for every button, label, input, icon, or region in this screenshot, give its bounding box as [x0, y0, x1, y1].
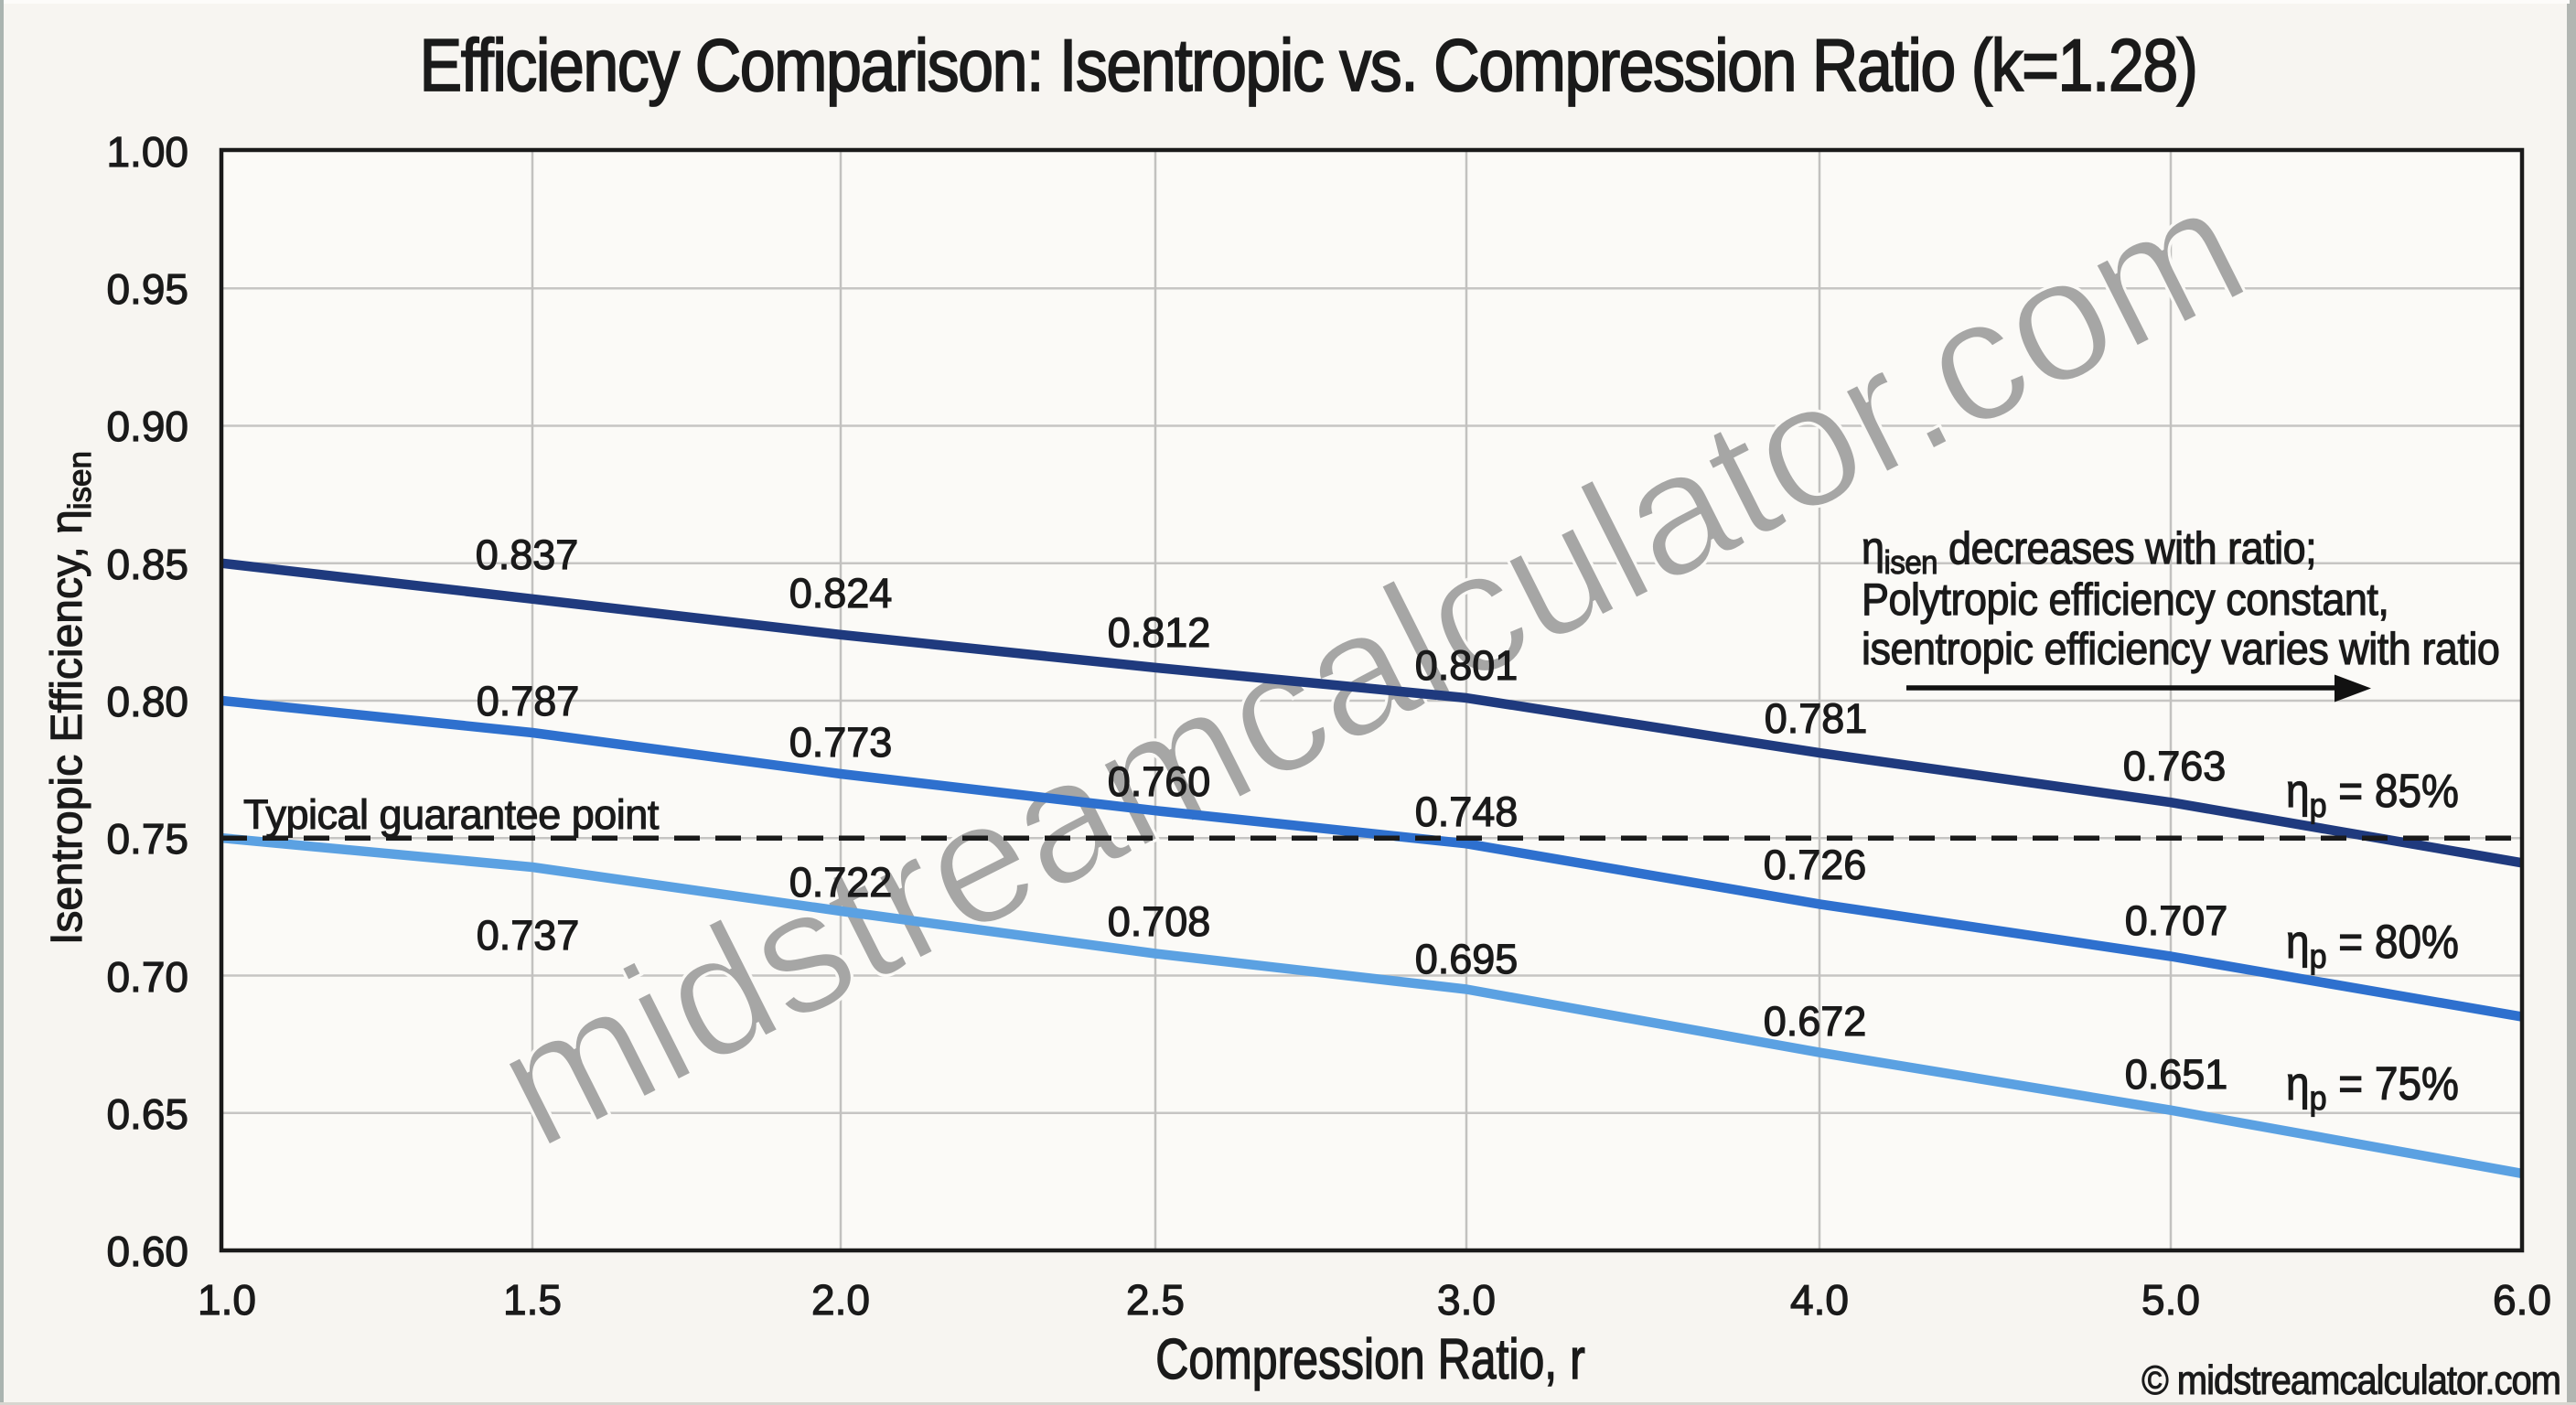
svg-text:1.00: 1.00 — [106, 128, 188, 176]
svg-text:3.0: 3.0 — [1437, 1276, 1496, 1324]
svg-text:ηisen decreases with ratio;: ηisen decreases with ratio; — [1862, 523, 2316, 581]
svg-text:1.5: 1.5 — [503, 1276, 562, 1324]
svg-text:0.837: 0.837 — [476, 531, 579, 578]
svg-text:4.0: 4.0 — [1790, 1276, 1849, 1324]
svg-text:Typical guarantee point: Typical guarantee point — [243, 791, 660, 838]
svg-text:6.0: 6.0 — [2493, 1276, 2551, 1324]
svg-text:0.80: 0.80 — [106, 678, 188, 725]
svg-text:0.90: 0.90 — [106, 402, 188, 450]
svg-text:0.763: 0.763 — [2123, 743, 2227, 789]
svg-text:0.65: 0.65 — [106, 1090, 188, 1138]
svg-text:0.707: 0.707 — [2125, 897, 2228, 944]
svg-text:0.85: 0.85 — [106, 541, 188, 588]
svg-text:0.708: 0.708 — [1108, 898, 1211, 945]
svg-text:0.672: 0.672 — [1764, 998, 1867, 1045]
svg-text:Efficiency Comparison: Isentro: Efficiency Comparison: Isentropic vs. Co… — [420, 24, 2197, 106]
svg-text:0.726: 0.726 — [1764, 842, 1867, 888]
svg-text:0.60: 0.60 — [106, 1228, 188, 1275]
svg-text:0.651: 0.651 — [2125, 1051, 2228, 1098]
svg-text:0.722: 0.722 — [789, 859, 893, 906]
svg-text:0.760: 0.760 — [1108, 758, 1211, 805]
svg-text:isentropic efficiency varies w: isentropic efficiency varies with ratio — [1862, 624, 2499, 674]
svg-text:0.781: 0.781 — [1765, 695, 1868, 742]
svg-text:0.812: 0.812 — [1108, 609, 1211, 656]
svg-text:0.95: 0.95 — [106, 265, 188, 313]
svg-text:0.737: 0.737 — [477, 912, 580, 959]
svg-text:Compression Ratio, r: Compression Ratio, r — [1155, 1327, 1584, 1391]
svg-text:0.773: 0.773 — [789, 719, 893, 766]
svg-text:5.0: 5.0 — [2141, 1276, 2200, 1324]
svg-text:0.70: 0.70 — [106, 953, 188, 1001]
svg-text:2.5: 2.5 — [1126, 1276, 1185, 1324]
svg-text:Isentropic Efficiency, ηisen: Isentropic Efficiency, ηisen — [43, 451, 98, 945]
svg-text:1.0: 1.0 — [198, 1276, 256, 1324]
svg-text:0.748: 0.748 — [1415, 788, 1519, 835]
svg-text:0.824: 0.824 — [789, 570, 893, 617]
svg-text:ηp = 85%: ηp = 85% — [2286, 766, 2459, 824]
svg-text:ηp = 80%: ηp = 80% — [2286, 917, 2459, 975]
svg-text:Polytropic efficiency constant: Polytropic efficiency constant, — [1862, 574, 2388, 625]
svg-text:0.801: 0.801 — [1415, 642, 1519, 689]
svg-text:0.695: 0.695 — [1415, 936, 1519, 982]
svg-text:0.75: 0.75 — [106, 815, 188, 863]
svg-text:2.0: 2.0 — [811, 1276, 870, 1324]
svg-text:0.787: 0.787 — [477, 678, 580, 724]
svg-text:© midstreamcalculator.com: © midstreamcalculator.com — [2141, 1357, 2560, 1403]
